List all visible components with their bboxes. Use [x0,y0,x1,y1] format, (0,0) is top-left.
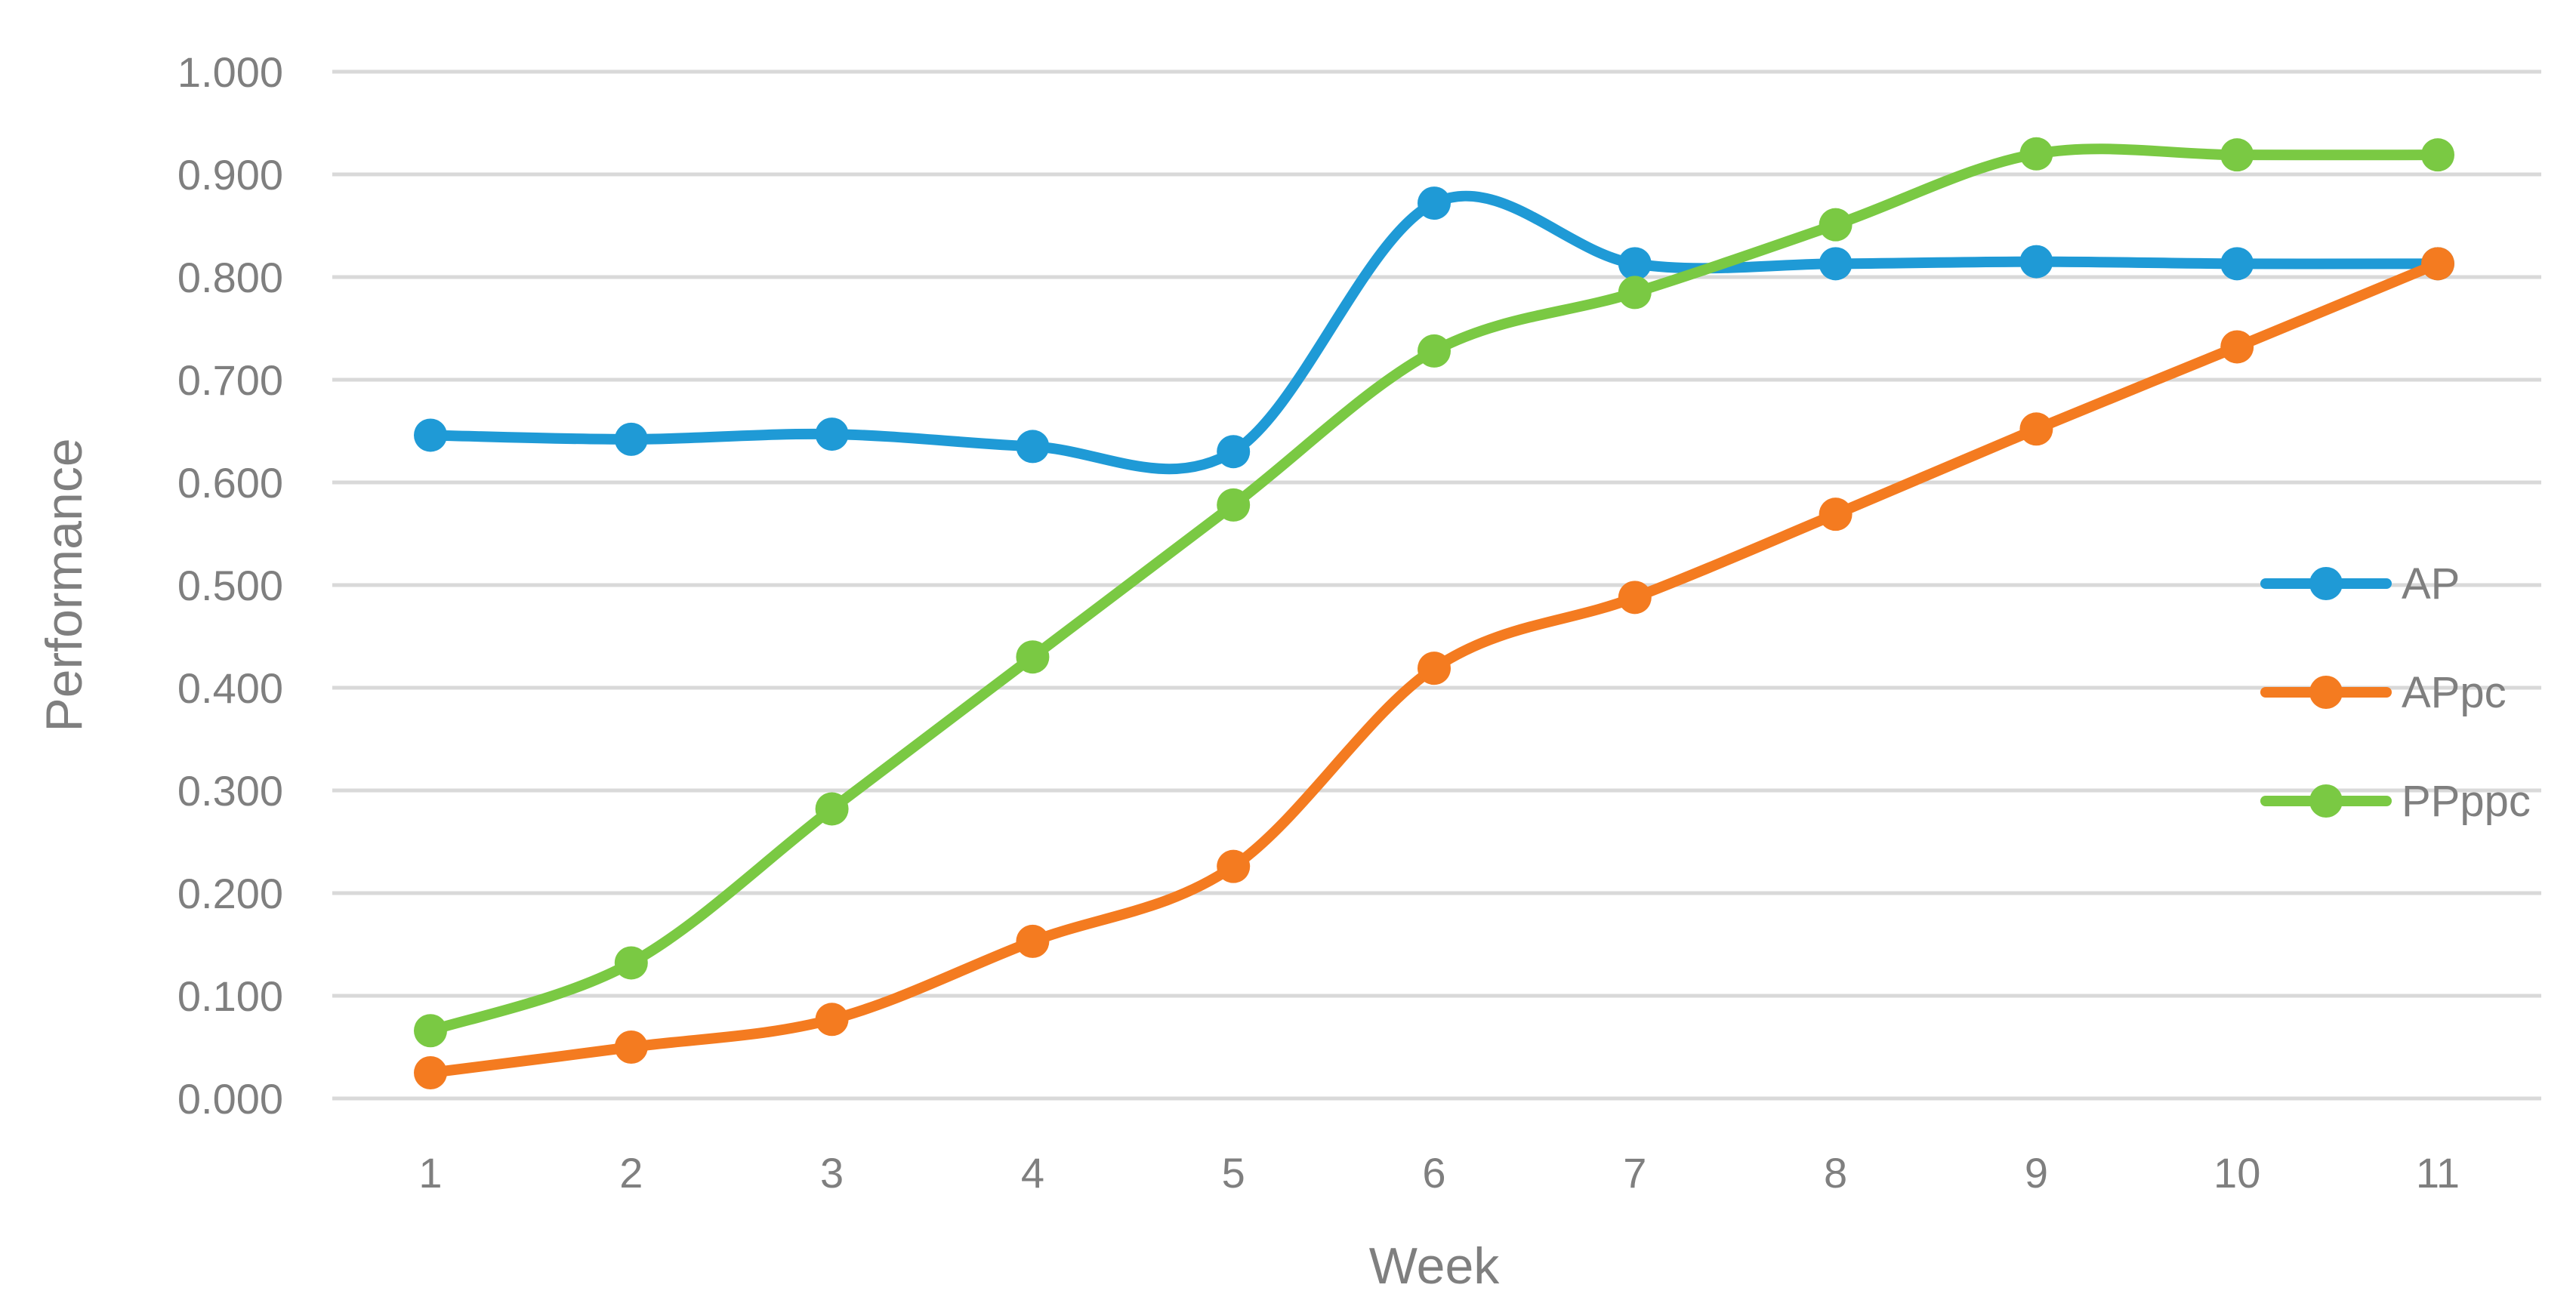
data-point [614,946,648,980]
data-point [2019,245,2053,279]
data-point [1418,652,1451,685]
data-point [1418,186,1451,220]
x-tick-label: 2 [619,1149,643,1197]
x-tick-label: 6 [1422,1149,1445,1197]
x-axis-tick-labels: 1 2 3 4 5 6 7 8 9 10 11 [418,1149,2460,1197]
y-axis-tick-labels: 0.000 0.100 0.200 0.300 0.400 0.500 0.600 0.700… [177,48,283,1123]
x-tick-label: 7 [1623,1149,1646,1197]
x-tick-label: 10 [2214,1149,2260,1197]
y-tick-label: 1.000 [177,48,283,96]
series-ppppc [414,137,2454,1048]
data-point [1618,247,1652,281]
data-point [1819,498,1853,531]
data-point [2421,138,2454,172]
data-point [1016,640,1050,674]
data-point [815,417,849,451]
data-point [2220,330,2254,364]
y-tick-label: 0.600 [177,459,283,507]
y-tick-label: 0.800 [177,254,283,301]
data-point [414,1014,447,1048]
x-tick-label: 4 [1021,1149,1044,1197]
data-point [1618,276,1652,310]
series-lines [414,137,2454,1089]
data-point [1016,430,1050,464]
data-point [1819,247,1853,281]
x-tick-label: 9 [2025,1149,2048,1197]
data-point [2220,247,2254,281]
data-point [1217,488,1251,522]
legend-item-ap: AP [2260,559,2460,608]
x-axis-title: Week [1369,1237,1501,1295]
x-tick-label: 8 [1824,1149,1847,1197]
legend-label: APpc [2402,668,2507,717]
legend-swatch-marker [2309,567,2343,600]
y-tick-label: 0.000 [177,1075,283,1123]
x-tick-label: 5 [1222,1149,1245,1197]
series-appc [414,247,2454,1089]
x-tick-label: 11 [2416,1149,2460,1197]
y-tick-label: 0.200 [177,870,283,917]
y-tick-label: 0.300 [177,767,283,815]
data-point [815,792,849,826]
data-point [2019,137,2053,171]
y-tick-label: 0.100 [177,972,283,1020]
data-point [2019,412,2053,446]
y-axis-title: Performance [35,438,93,732]
y-tick-label: 0.900 [177,151,283,199]
series-line [425,143,2443,1037]
legend: AP APpc PPppc [2260,559,2531,826]
series-line [425,190,2443,475]
data-point [414,1056,447,1089]
data-point [1618,581,1652,615]
x-tick-label: 3 [820,1149,844,1197]
y-tick-label: 0.700 [177,356,283,404]
data-point [1217,435,1251,469]
y-tick-label: 0.500 [177,562,283,609]
legend-swatch-marker [2309,676,2343,709]
y-tick-label: 0.400 [177,664,283,712]
legend-label: PPppc [2402,777,2531,826]
legend-item-ppppc: PPppc [2260,777,2531,826]
series-ap [414,186,2454,475]
x-tick-label: 1 [418,1149,442,1197]
data-point [414,418,447,452]
data-point [1016,924,1050,958]
data-point [1217,849,1251,883]
data-point [2220,138,2254,172]
legend-label: AP [2402,559,2460,608]
legend-swatch-marker [2309,784,2343,818]
data-point [614,1031,648,1064]
gridlines [332,69,2541,1101]
data-point [1418,334,1451,368]
data-point [614,422,648,456]
data-point [1819,208,1853,242]
data-point [815,1003,849,1037]
data-point [2421,247,2454,281]
legend-item-appc: APpc [2260,668,2507,717]
